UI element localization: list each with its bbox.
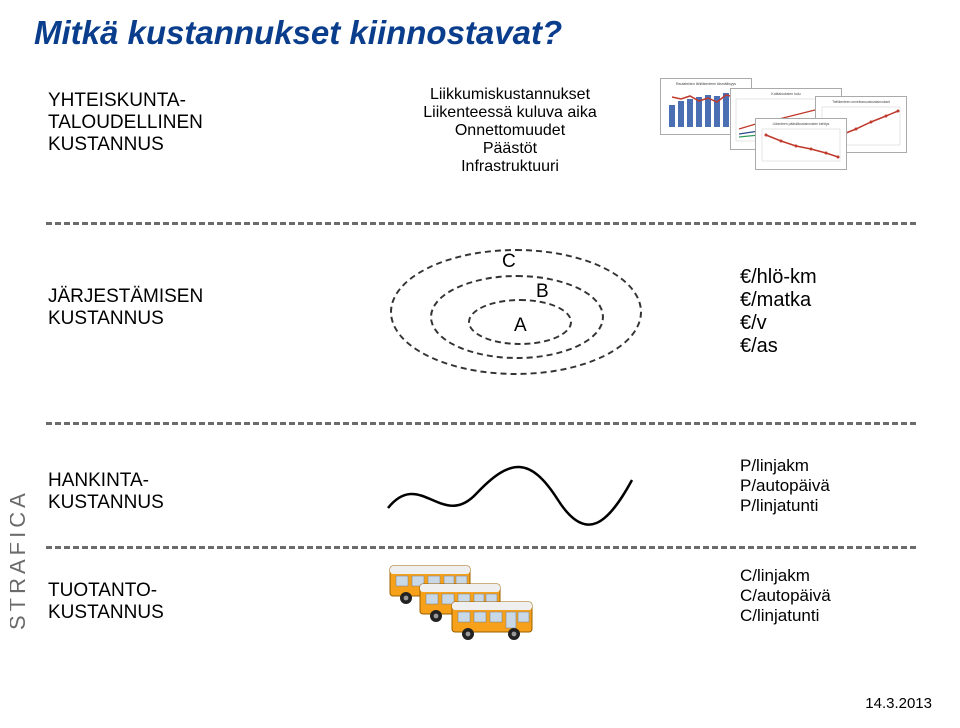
r1-mid-l3: Onnettomuudet xyxy=(455,122,565,140)
r3-scribble xyxy=(380,460,640,530)
mini-charts: Rautateiden lähiliikenteen täsmällisyys … xyxy=(660,78,920,186)
r3-label-l1: HANKINTA- xyxy=(48,470,164,492)
divider-2 xyxy=(46,422,916,425)
mini-chart-1-title: Rautateiden lähiliikenteen täsmällisyys xyxy=(676,82,736,86)
divider-3 xyxy=(46,546,916,549)
r3-unit-1: P/linjakm xyxy=(740,456,830,476)
r2-unit-4: €/as xyxy=(740,335,817,358)
mini-chart-4-title: Liikenteen päästökustannusten kehitys xyxy=(773,122,830,126)
r4-buses xyxy=(388,558,648,648)
r2-unit-3: €/v xyxy=(740,312,817,335)
mini-chart-2-title: Kotitalouksien kulu xyxy=(771,92,800,96)
r4-unit-3: C/linjatunti xyxy=(740,606,831,626)
r4-units: C/linjakm C/autopäivä C/linjatunti xyxy=(740,566,910,626)
r2-label-l1: JÄRJESTÄMISEN xyxy=(48,286,203,308)
r4-label: TUOTANTO- KUSTANNUS xyxy=(48,580,164,624)
ellipse-label-b: B xyxy=(536,281,549,303)
date: 14.3.2013 xyxy=(865,695,932,712)
divider-1 xyxy=(46,222,916,225)
r1-mid: Liikkumiskustannukset Liikenteessä kuluv… xyxy=(380,86,640,176)
strafica-logo: STRAFICA xyxy=(10,468,36,638)
slide: Mitkä kustannukset kiinnostavat? YHTEISK… xyxy=(0,0,960,728)
r1-label: YHTEISKUNTA- TALOUDELLINEN KUSTANNUS xyxy=(48,90,203,156)
r1-mid-l5: Infrastruktuuri xyxy=(461,158,559,176)
mini-chart-3-title: Tieliikenteen onnettomuuskustannukset xyxy=(832,100,890,104)
r2-unit-2: €/matka xyxy=(740,289,817,312)
r2-label: JÄRJESTÄMISEN KUSTANNUS xyxy=(48,286,203,330)
r1-label-l2: TALOUDELLINEN xyxy=(48,112,203,134)
bus-icon-3 xyxy=(450,594,536,642)
r3-units: P/linjakm P/autopäivä P/linjatunti xyxy=(740,456,910,516)
ellipse-label-c: C xyxy=(502,251,516,273)
r1-mid-l1: Liikkumiskustannukset xyxy=(430,86,590,104)
page-title: Mitkä kustannukset kiinnostavat? xyxy=(34,14,562,52)
r2-ellipses: C B A xyxy=(366,250,666,380)
r2-unit-1: €/hlö-km xyxy=(740,266,817,289)
r3-unit-3: P/linjatunti xyxy=(740,496,830,516)
ellipse-label-a: A xyxy=(514,315,527,337)
r4-unit-2: C/autopäivä xyxy=(740,586,831,606)
r1-mid-l4: Päästöt xyxy=(483,140,537,158)
r3-label-l2: KUSTANNUS xyxy=(48,492,164,514)
mini-chart-4: Liikenteen päästökustannusten kehitys xyxy=(755,118,847,170)
r4-label-l2: KUSTANNUS xyxy=(48,602,164,624)
r3-label: HANKINTA- KUSTANNUS xyxy=(48,470,164,514)
r1-mid-l2: Liikenteessä kuluva aika xyxy=(423,104,596,122)
strafica-logo-text: STRAFICA xyxy=(10,489,30,630)
r1-label-l1: YHTEISKUNTA- xyxy=(48,90,203,112)
r2-label-l2: KUSTANNUS xyxy=(48,308,203,330)
r4-label-l1: TUOTANTO- xyxy=(48,580,164,602)
r2-units: €/hlö-km €/matka €/v €/as xyxy=(740,266,910,358)
r1-label-l3: KUSTANNUS xyxy=(48,134,203,156)
r3-unit-2: P/autopäivä xyxy=(740,476,830,496)
r4-unit-1: C/linjakm xyxy=(740,566,831,586)
